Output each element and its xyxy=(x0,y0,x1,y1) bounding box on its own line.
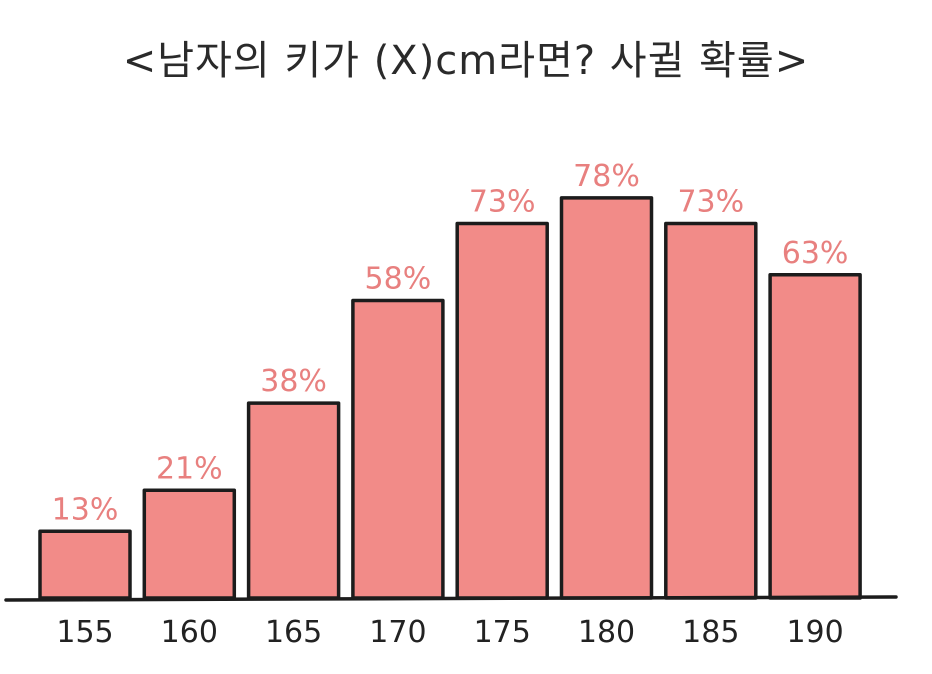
x-tick-label-165: 165 xyxy=(265,615,322,650)
bar-165 xyxy=(246,401,341,600)
x-tick-label-170: 170 xyxy=(369,615,426,650)
chart-title: <남자의 키가 (X)cm라면? 사귈 확률> xyxy=(122,38,810,84)
x-tick-label-190: 190 xyxy=(786,615,843,650)
x-tick-label-175: 175 xyxy=(474,615,531,650)
data-label-190: 63% xyxy=(782,236,849,271)
x-tick-label-160: 160 xyxy=(161,615,218,650)
bar-175 xyxy=(455,221,549,600)
x-tick-label-185: 185 xyxy=(682,615,739,650)
x-tick-label-180: 180 xyxy=(578,615,635,650)
data-label-175: 73% xyxy=(469,185,536,220)
data-label-165: 38% xyxy=(260,364,327,399)
bar-170 xyxy=(351,298,445,600)
bar-160 xyxy=(142,488,237,600)
x-axis-baseline xyxy=(4,595,898,602)
x-tick-label-155: 155 xyxy=(56,615,113,650)
data-label-170: 58% xyxy=(365,262,432,297)
bar-180 xyxy=(559,196,654,600)
bar-155 xyxy=(38,529,132,600)
bar-185 xyxy=(664,221,758,600)
bar-190 xyxy=(768,273,862,600)
data-label-185: 73% xyxy=(677,185,744,220)
data-label-160: 21% xyxy=(156,451,223,486)
data-label-180: 78% xyxy=(573,159,640,194)
data-label-155: 13% xyxy=(52,492,119,527)
